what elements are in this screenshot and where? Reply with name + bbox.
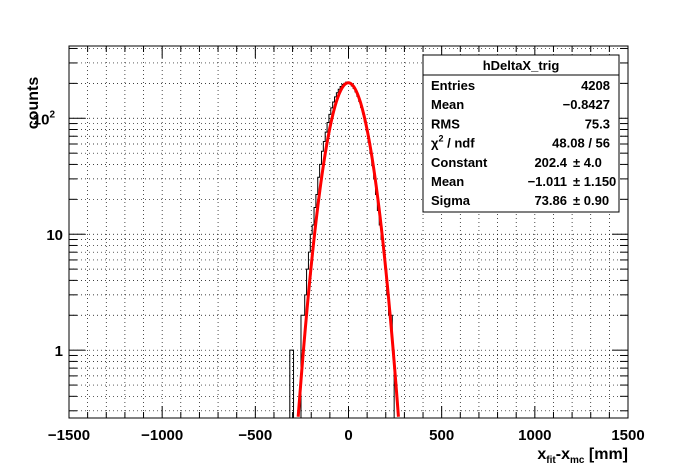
stats-row-label: Constant [431, 155, 488, 170]
histogram-bin [368, 142, 370, 418]
histogram-bin [335, 97, 337, 418]
x-tick-label: 0 [344, 427, 352, 444]
stats-row-label: Mean [431, 97, 464, 112]
histogram-bin [361, 107, 363, 418]
stats-row-label: Sigma [431, 193, 471, 208]
y-tick-label: 1 [55, 343, 63, 360]
y-tick-label: 10 [46, 227, 63, 244]
stats-row-label: RMS [431, 116, 460, 131]
histogram-bin [327, 122, 329, 418]
histogram-bin [336, 93, 338, 418]
stats-row-error: ± 4.0 [573, 155, 602, 170]
histogram-bin [383, 252, 385, 418]
histogram-bin [370, 153, 372, 418]
histogram-bin [379, 225, 381, 418]
histogram-bin [342, 84, 344, 418]
histogram-bin [338, 89, 340, 418]
y-tick-label: 102 [33, 109, 56, 128]
x-tick-label: −1000 [141, 427, 183, 444]
stats-row-error: ± 0.90 [573, 193, 609, 208]
histogram-bin [346, 82, 348, 418]
stats-row-label: Entries [431, 78, 475, 93]
histogram-bin [377, 211, 379, 418]
histogram-bin [323, 142, 325, 418]
histogram-bin [364, 122, 366, 418]
histogram-bin [321, 151, 323, 418]
histogram-bin [357, 96, 359, 418]
histogram-bin [353, 88, 355, 418]
stats-row-value: 4208 [581, 78, 610, 93]
fit-line [296, 81, 400, 417]
histogram-bin [320, 164, 322, 418]
histogram-bin [381, 240, 383, 418]
stats-row-value: 48.08 / 56 [552, 136, 610, 151]
x-tick-label: 1000 [518, 427, 551, 444]
x-tick-label: −500 [238, 427, 272, 444]
histogram-outline [289, 81, 395, 419]
stats-row-label: Mean [431, 174, 464, 189]
histogram-bin [331, 108, 333, 418]
histogram-bin [374, 179, 376, 418]
histogram-bin [359, 101, 361, 418]
stats-row-value: −0.8427 [563, 97, 610, 112]
stats-row-label: χ2 / ndf [431, 134, 475, 151]
stats-row-error: ± 1.150 [573, 174, 616, 189]
histogram-bin [372, 166, 374, 418]
histogram-bin [362, 114, 364, 418]
stats-row-value: 202.4 [534, 155, 567, 170]
stats-row-value: 75.3 [585, 116, 610, 131]
histogram-bin [325, 132, 327, 418]
stats-box: hDeltaX_trig Entries 4208 Mean −0.8427 RMS 75… [422, 54, 620, 213]
stats-row-value: 73.86 [534, 193, 567, 208]
y-axis-label: counts [25, 77, 42, 130]
histogram-bin [355, 92, 357, 418]
x-tick-label: −1500 [48, 427, 90, 444]
x-tick-label: 500 [429, 427, 454, 444]
axis-ticks: −1500 −1000 −500 0 500 1000 1500 1 10 102 [33, 46, 645, 444]
stats-row-value: −1.011 [528, 174, 567, 189]
histogram-bins [289, 81, 395, 419]
x-tick-label: 1500 [611, 427, 644, 444]
histogram-bin [376, 195, 378, 418]
x-axis-label: xfit-xmc [mm] [537, 446, 628, 466]
histogram-bin [351, 86, 353, 418]
gaussian-fit-curve [296, 81, 400, 417]
stats-title: hDeltaX_trig [483, 58, 560, 73]
